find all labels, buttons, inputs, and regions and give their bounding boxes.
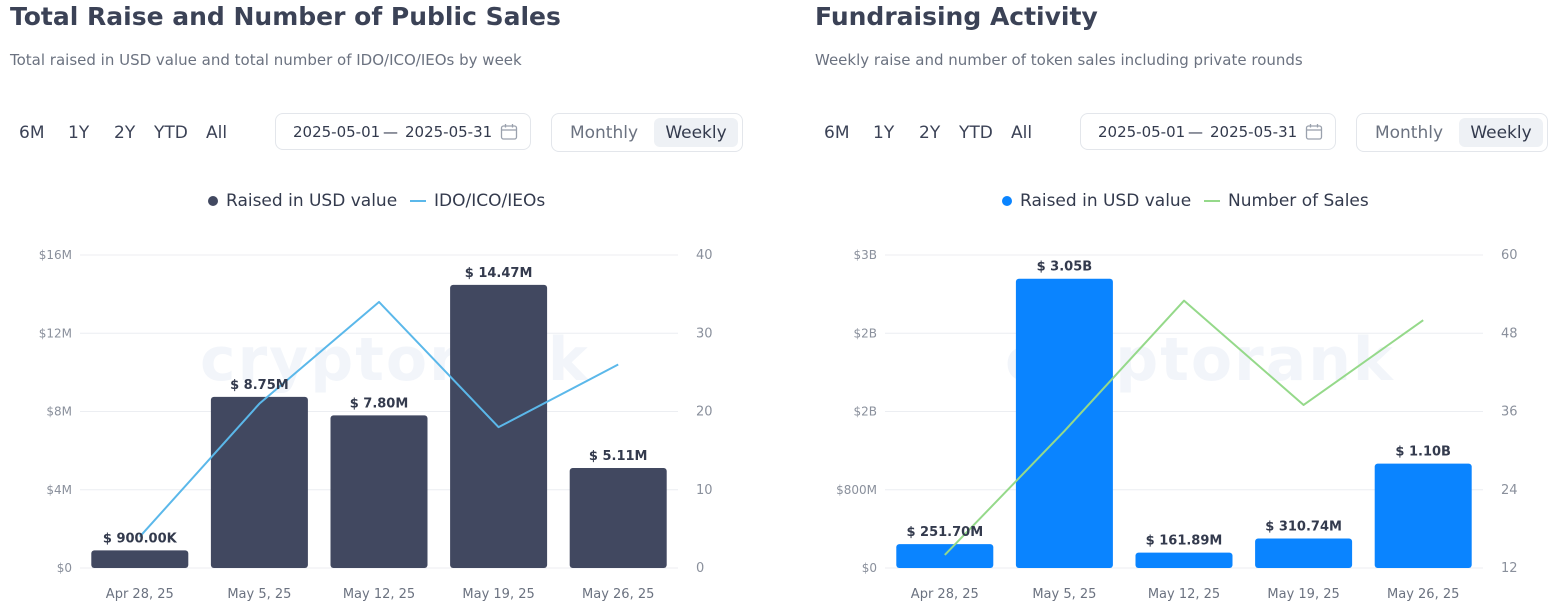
range-1y-button[interactable]: 1Y	[873, 118, 894, 148]
y-left-tick-label: $2B	[853, 405, 877, 419]
legend-label: Number of Sales	[1228, 191, 1369, 211]
y-right-tick-label: 60	[1501, 248, 1518, 263]
y-left-tick-label: $4M	[46, 483, 72, 497]
x-tick-label: May 12, 25	[343, 587, 415, 602]
y-right-tick-label: 0	[696, 561, 704, 576]
x-tick-label: Apr 28, 25	[911, 587, 979, 602]
right-panel: Fundraising Activity Weekly raise and nu…	[805, 0, 1555, 612]
data-label: $ 310.74M	[1265, 520, 1342, 535]
y-left-tick-label: $8M	[46, 405, 72, 419]
legend-dot-icon	[208, 196, 218, 206]
y-right-tick-label: 12	[1501, 561, 1518, 576]
legend-label: IDO/ICO/IEOs	[434, 191, 546, 211]
y-right-tick-label: 30	[696, 326, 713, 341]
bar	[1374, 463, 1472, 568]
legend-dot-icon	[1002, 196, 1012, 206]
bar	[330, 415, 428, 568]
range-1y-button[interactable]: 1Y	[68, 118, 89, 148]
bar	[91, 550, 189, 568]
data-label: $ 8.75M	[230, 378, 289, 393]
range-6m-button[interactable]: 6M	[824, 118, 849, 148]
chart-title: Total Raise and Number of Public Sales	[10, 2, 561, 31]
date-range-picker[interactable]: 2025-05-01 — 2025-05-31	[1080, 113, 1336, 150]
x-tick-label: May 5, 25	[227, 587, 291, 602]
date-from: 2025-05-01	[1098, 123, 1186, 141]
x-tick-label: May 26, 25	[582, 587, 654, 602]
bar	[1255, 538, 1353, 568]
y-left-tick-label: $12M	[39, 326, 72, 340]
monthly-toggle-button[interactable]: Monthly	[1363, 118, 1455, 147]
data-label: $ 1.10B	[1395, 445, 1451, 460]
chart-title: Fundraising Activity	[815, 2, 1098, 31]
legend-line-icon	[1204, 200, 1220, 202]
chart-subtitle: Total raised in USD value and total numb…	[10, 51, 522, 69]
chart-subtitle: Weekly raise and number of token sales i…	[815, 51, 1303, 69]
y-right-tick-label: 20	[696, 405, 713, 420]
y-right-tick-label: 10	[696, 483, 713, 498]
range-2y-button[interactable]: 2Y	[919, 118, 940, 148]
bar-line-chart: $0 0 $4M 10 $8M 20 $12M 30 $16M 40 $ 900.00K Apr 28…	[39, 248, 713, 602]
period-toggle: Monthly Weekly	[551, 113, 743, 152]
data-label: $ 5.11M	[589, 449, 648, 464]
x-tick-label: May 5, 25	[1032, 587, 1096, 602]
y-right-tick-label: 36	[1501, 405, 1518, 420]
y-right-tick-label: 48	[1501, 326, 1518, 341]
weekly-toggle-button[interactable]: Weekly	[654, 118, 738, 147]
y-left-tick-label: $800M	[836, 483, 877, 497]
y-right-tick-label: 40	[696, 248, 713, 263]
chart-legend: Raised in USD value IDO/ICO/IEOs	[0, 188, 750, 214]
y-left-tick-label: $3B	[853, 248, 877, 262]
calendar-icon	[1305, 124, 1323, 140]
data-label: $ 3.05B	[1037, 260, 1093, 275]
date-to: 2025-05-31	[405, 123, 493, 141]
left-panel: Total Raise and Number of Public Sales T…	[0, 0, 750, 612]
chart-legend: Raised in USD value Number of Sales	[805, 188, 1555, 214]
bar	[1135, 552, 1233, 568]
bar	[210, 396, 308, 568]
range-ytd-button[interactable]: YTD	[154, 118, 188, 148]
date-to: 2025-05-31	[1210, 123, 1298, 141]
data-label: $ 251.70M	[906, 525, 983, 540]
x-tick-label: May 19, 25	[462, 587, 534, 602]
range-all-button[interactable]: All	[206, 118, 227, 148]
date-separator: —	[383, 123, 398, 141]
legend-label: Raised in USD value	[226, 191, 398, 211]
y-left-tick-label: $0	[862, 561, 877, 575]
data-label: $ 14.47M	[465, 266, 533, 281]
legend-label: Raised in USD value	[1020, 191, 1192, 211]
y-left-tick-label: $16M	[39, 248, 72, 262]
date-separator: —	[1188, 123, 1203, 141]
monthly-toggle-button[interactable]: Monthly	[558, 118, 650, 147]
range-6m-button[interactable]: 6M	[19, 118, 44, 148]
x-tick-label: Apr 28, 25	[106, 587, 174, 602]
bar	[569, 468, 667, 568]
date-range-picker[interactable]: 2025-05-01 — 2025-05-31	[275, 113, 531, 150]
bar	[896, 544, 994, 568]
legend-line-icon	[410, 200, 426, 202]
range-all-button[interactable]: All	[1011, 118, 1032, 148]
weekly-toggle-button[interactable]: Weekly	[1459, 118, 1543, 147]
y-left-tick-label: $0	[57, 561, 72, 575]
data-label: $ 7.80M	[350, 396, 409, 411]
range-ytd-button[interactable]: YTD	[959, 118, 993, 148]
y-right-tick-label: 24	[1501, 483, 1518, 498]
y-left-tick-label: $2B	[853, 326, 877, 340]
calendar-icon	[500, 124, 518, 140]
bar-line-chart: $0 12 $800M 24 $2B 36 $2B 48 $3B 60 $ 251.70M Apr 2…	[836, 248, 1518, 602]
x-tick-label: May 12, 25	[1148, 587, 1220, 602]
date-from: 2025-05-01	[293, 123, 381, 141]
period-toggle: Monthly Weekly	[1356, 113, 1548, 152]
data-label: $ 161.89M	[1146, 534, 1223, 549]
x-tick-label: May 19, 25	[1267, 587, 1339, 602]
x-tick-label: May 26, 25	[1387, 587, 1459, 602]
bar	[1015, 278, 1113, 568]
data-label: $ 900.00K	[103, 531, 178, 546]
range-2y-button[interactable]: 2Y	[114, 118, 135, 148]
